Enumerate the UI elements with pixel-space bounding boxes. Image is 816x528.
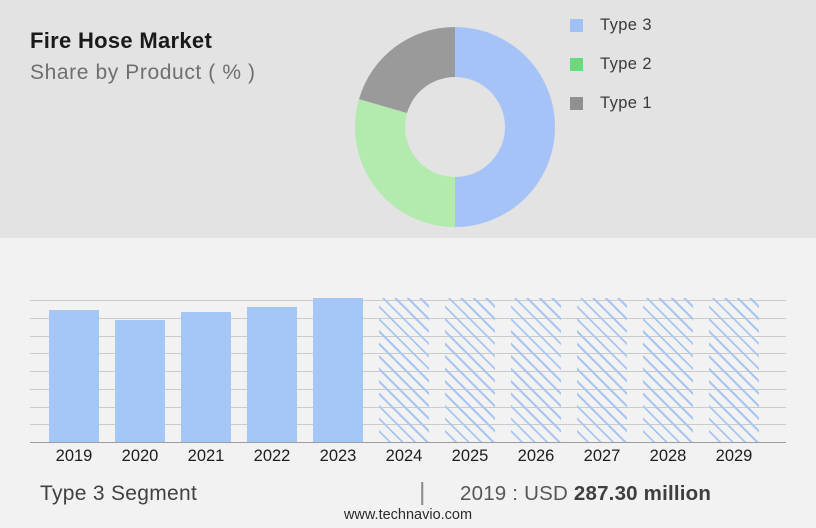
x-tick-label-2019: 2019: [55, 447, 93, 465]
bar-2021: [181, 312, 231, 442]
website-url: www.technavio.com: [343, 507, 473, 523]
legend-swatch-type1: [570, 96, 583, 110]
stat-prefix: 2019 : USD: [460, 482, 574, 505]
legend-item-type1: Type 1: [570, 93, 652, 113]
x-tick-label-2028: 2028: [649, 447, 687, 465]
bar-2020: [115, 320, 165, 442]
x-tick-label-2022: 2022: [253, 447, 291, 465]
bar-2022: [247, 306, 297, 442]
x-tick-label-2029: 2029: [715, 447, 753, 465]
x-tick-label-2023: 2023: [319, 447, 357, 465]
legend-swatch-type2: [570, 57, 583, 71]
legend: Type 3 Type 2 Type 1: [570, 15, 652, 132]
x-tick-label-2025: 2025: [451, 447, 489, 465]
segment-caption: Type 3 Segment: [40, 482, 198, 505]
donut-chart: [354, 27, 555, 227]
x-tick-label-2021: 2021: [187, 447, 225, 465]
bar-2019: [49, 309, 99, 442]
stat-value: 287.30 million: [573, 482, 712, 505]
forecast-bar-2025: [445, 298, 495, 442]
forecast-bar-2028: [643, 298, 693, 442]
page-title: Fire Hose Market: [30, 28, 213, 53]
forecast-bar-2029: [709, 298, 759, 442]
legend-label-type1: Type 1: [600, 93, 652, 112]
legend-item-type2: Type 2: [570, 54, 652, 74]
legend-swatch-type3: [570, 18, 583, 32]
x-tick-label-2020: 2020: [121, 447, 159, 465]
forecast-bar-2026: [511, 298, 561, 442]
page-subtitle: Share by Product ( % ): [30, 61, 256, 84]
forecast-bar-2024: [379, 298, 429, 442]
trend-section: 2019 2020 2021 2022 2023 2024 2025 2026 2027 2028…: [0, 238, 816, 528]
x-tick-label-2024: 2024: [385, 447, 423, 465]
x-tick-label-2027: 2027: [583, 447, 621, 465]
bar-2023: [313, 298, 363, 442]
x-tick-label-2026: 2026: [517, 447, 555, 465]
donut-slice-type-1: [358, 27, 455, 114]
forecast-bar-2027: [577, 298, 627, 442]
bar-chart-plot: 2019 2020 2021 2022 2023 2024 2025 2026 2027 2028…: [30, 297, 786, 465]
legend-label-type2: Type 2: [600, 54, 652, 73]
caption-divider: |: [419, 478, 426, 506]
stat-caption: 2019 : USD 287.30 million: [460, 482, 711, 506]
donut-slice-type-3: [455, 27, 555, 227]
legend-label-type3: Type 3: [600, 15, 652, 34]
header-section: Fire Hose Market Share by Product ( % ) …: [0, 0, 816, 238]
donut-slice-type-2: [354, 99, 455, 227]
legend-item-type3: Type 3: [570, 15, 652, 35]
